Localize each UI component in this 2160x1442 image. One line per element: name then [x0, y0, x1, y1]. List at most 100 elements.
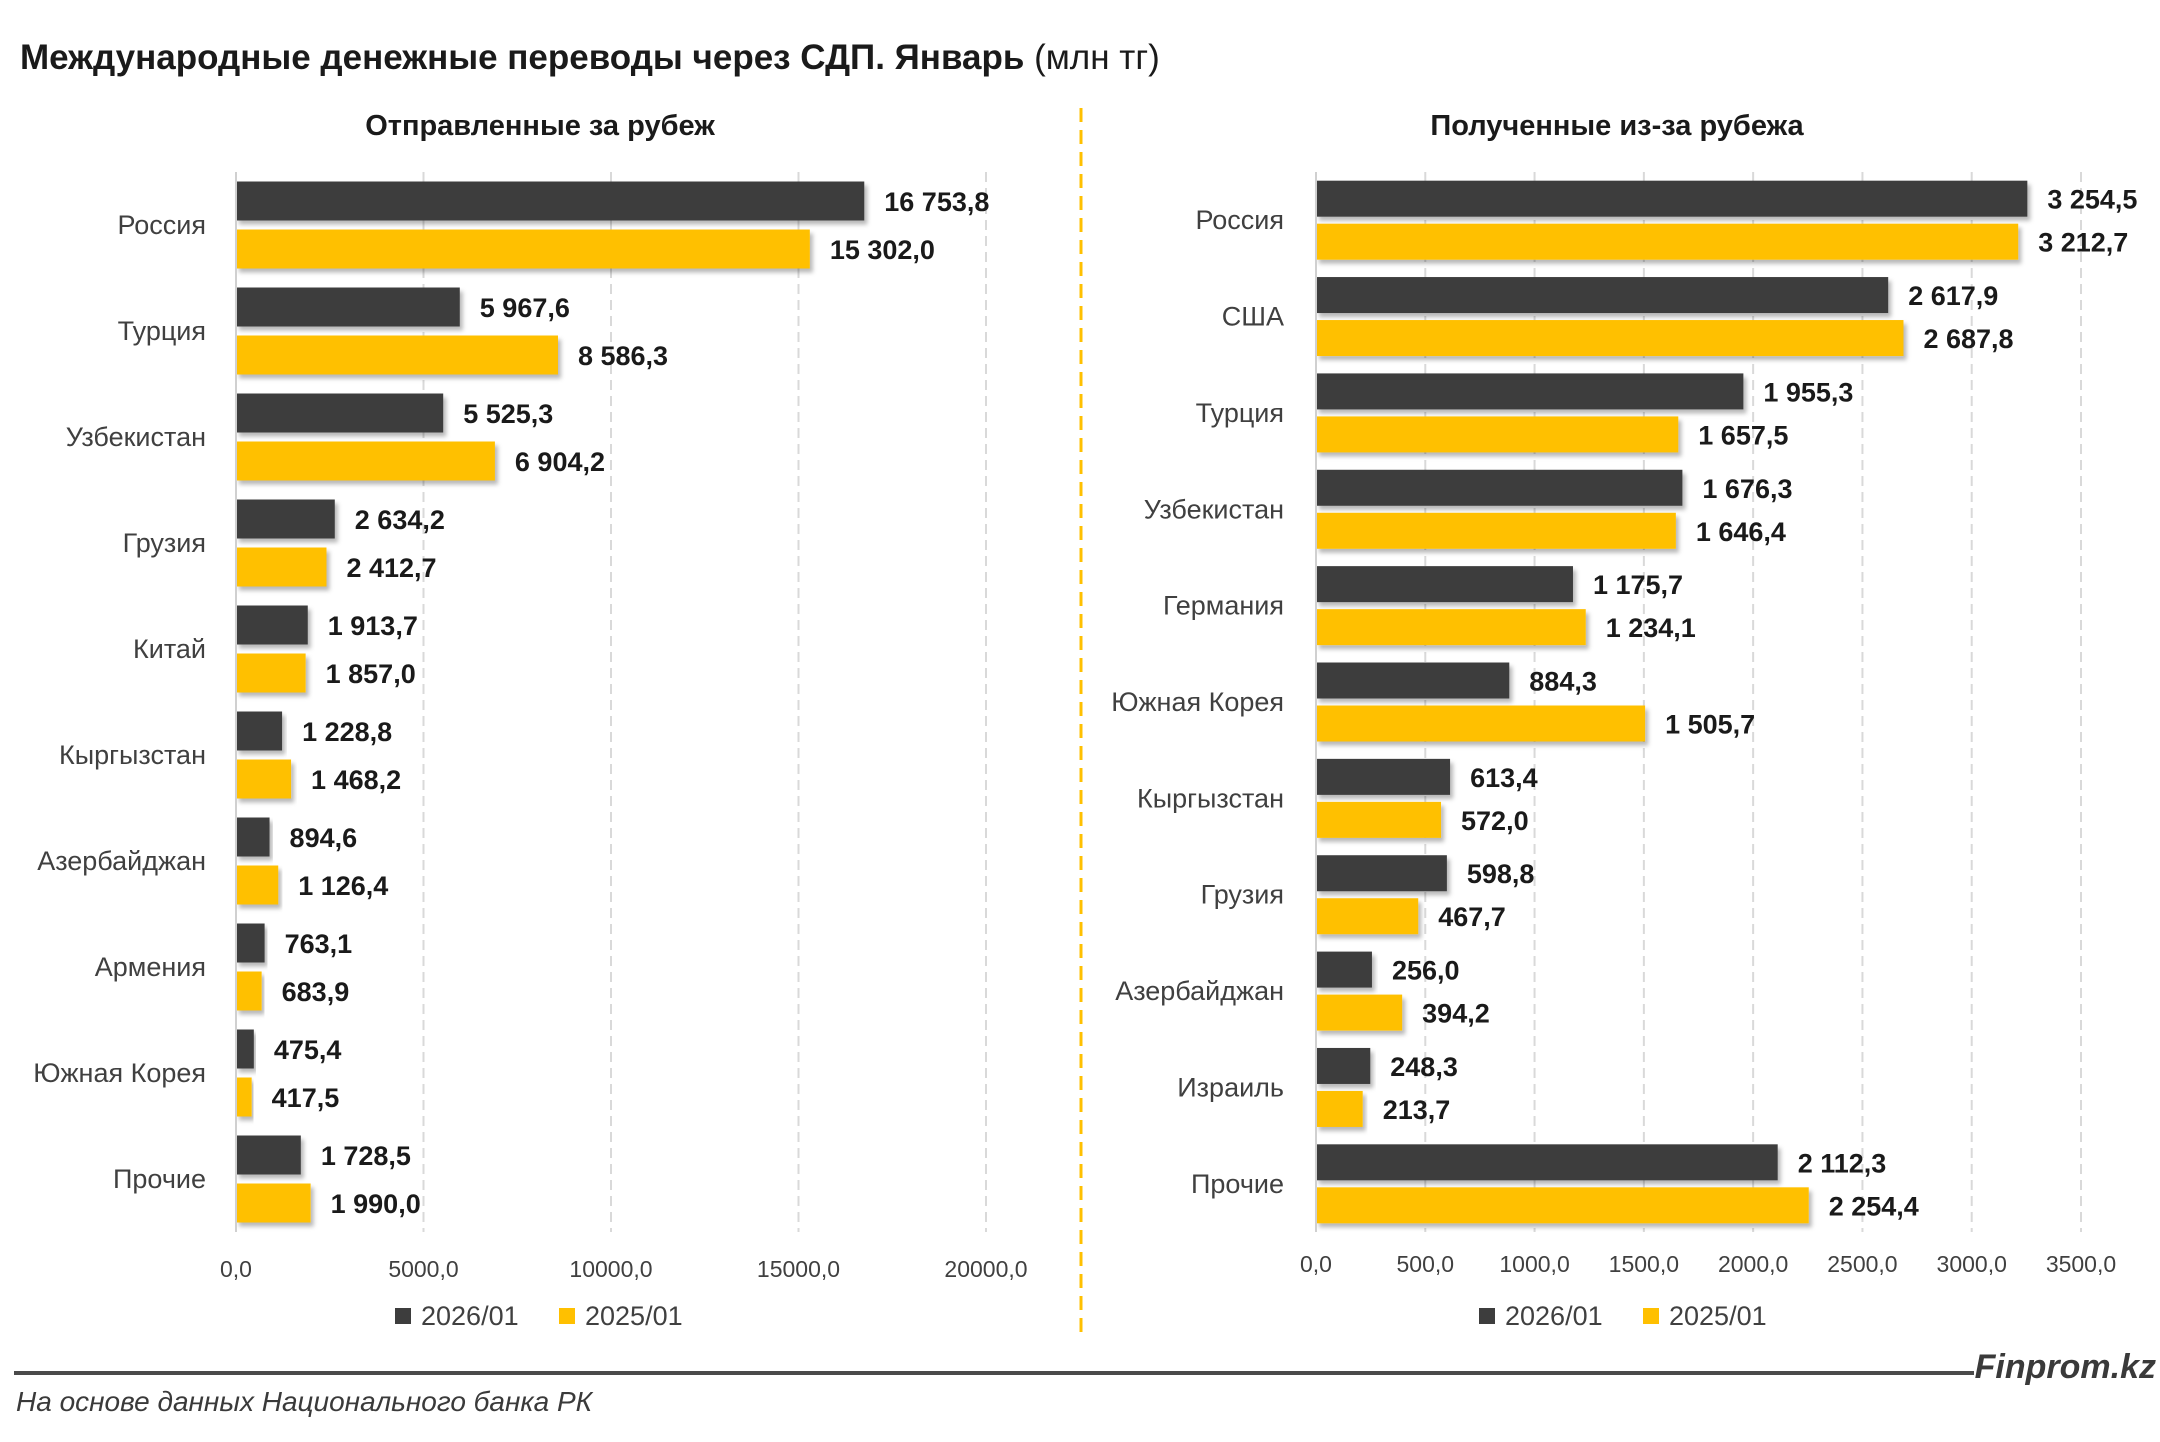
- received-data-label: 1 676,3: [1702, 474, 1792, 504]
- received-category-label: Узбекистан: [1144, 494, 1284, 524]
- received-legend-label: 2025/01: [1669, 1301, 1767, 1331]
- received-bar-2025: [1316, 1090, 1363, 1127]
- sent-data-label: 683,9: [282, 977, 350, 1007]
- received-data-label: 248,3: [1390, 1052, 1458, 1082]
- received-bar-2026: [1316, 469, 1683, 506]
- received-data-label: 256,0: [1392, 956, 1460, 986]
- received-data-label: 1 505,7: [1665, 710, 1755, 740]
- received-bar-2026: [1316, 566, 1573, 603]
- received-x-tick-label: 2500,0: [1827, 1251, 1897, 1277]
- received-bar-2026: [1316, 373, 1744, 410]
- received-bar-2025: [1316, 994, 1403, 1031]
- received-bar-2026: [1316, 758, 1451, 795]
- sent-x-tick-label: 5000,0: [388, 1256, 458, 1282]
- sent-bar-2025: [236, 1183, 311, 1223]
- sent-data-label: 6 904,2: [515, 447, 605, 477]
- received-data-label: 3 254,5: [2047, 185, 2137, 215]
- sent-bar-2025: [236, 759, 292, 799]
- received-bar-2026: [1316, 1144, 1778, 1181]
- received-x-tick-label: 1500,0: [1609, 1251, 1679, 1277]
- sent-category-label: Россия: [117, 210, 206, 240]
- sent-bar-2025: [236, 335, 558, 375]
- received-bar-2025: [1316, 512, 1676, 549]
- sent-data-label: 2 412,7: [346, 553, 436, 583]
- received-bar-2026: [1316, 180, 2028, 217]
- sent-data-label: 1 468,2: [311, 765, 401, 795]
- received-category-label: США: [1222, 302, 1284, 332]
- sent-bar-2026: [236, 1135, 301, 1175]
- sent-data-label: 1 913,7: [328, 611, 418, 641]
- sent-bar-2026: [236, 393, 444, 433]
- received-data-label: 394,2: [1422, 999, 1490, 1029]
- sent-legend-swatch: [395, 1308, 411, 1324]
- received-x-tick-label: 3500,0: [2046, 1251, 2116, 1277]
- received-x-tick-label: 1000,0: [1499, 1251, 1569, 1277]
- received-data-label: 1 657,5: [1698, 420, 1788, 450]
- received-data-label: 467,7: [1438, 902, 1506, 932]
- sent-data-label: 2 634,2: [355, 505, 445, 535]
- sent-bar-2025: [236, 229, 810, 269]
- received-data-label: 2 112,3: [1798, 1148, 1887, 1178]
- received-data-label: 884,3: [1529, 667, 1597, 697]
- received-bar-2025: [1316, 609, 1586, 646]
- received-bar-2025: [1316, 705, 1646, 742]
- received-category-label: Германия: [1163, 591, 1284, 621]
- received-data-label: 1 175,7: [1593, 570, 1683, 600]
- sent-panel-title: Отправленные за рубеж: [365, 110, 715, 142]
- brand-logo-text: Finprom.kz: [1974, 1348, 2156, 1386]
- received-category-label: Южная Корея: [1111, 687, 1284, 717]
- received-x-tick-label: 3000,0: [1937, 1251, 2007, 1277]
- received-data-label: 598,8: [1467, 859, 1535, 889]
- sent-bar-2025: [236, 547, 327, 587]
- received-data-label: 1 234,1: [1606, 613, 1696, 643]
- sent-legend-label: 2025/01: [585, 1301, 683, 1331]
- sent-bar-2026: [236, 181, 865, 221]
- sent-data-label: 5 967,6: [480, 293, 570, 323]
- sent-category-label: Южная Корея: [33, 1058, 206, 1088]
- sent-bar-2026: [236, 499, 335, 539]
- received-category-label: Азербайджан: [1115, 976, 1284, 1006]
- sent-data-label: 1 126,4: [298, 871, 388, 901]
- title-unit: (млн тг): [1034, 38, 1160, 77]
- sent-data-label: 5 525,3: [463, 399, 553, 429]
- received-bar-2025: [1316, 416, 1679, 453]
- sent-bar-2025: [236, 653, 306, 693]
- received-category-label: Россия: [1195, 205, 1284, 235]
- title-main: Международные денежные переводы через СД…: [20, 38, 1025, 77]
- sent-x-tick-label: 20000,0: [944, 1256, 1027, 1282]
- sent-bar-2026: [236, 817, 270, 857]
- received-data-label: 213,7: [1383, 1095, 1451, 1125]
- received-bar-2026: [1316, 855, 1447, 892]
- sent-data-label: 1 857,0: [326, 659, 416, 689]
- sent-data-label: 15 302,0: [830, 235, 935, 265]
- sent-category-label: Турция: [118, 316, 206, 346]
- sent-category-label: Кыргызстан: [59, 740, 206, 770]
- received-data-label: 2 617,9: [1908, 281, 1998, 311]
- sent-bar-2025: [236, 971, 262, 1011]
- sent-category-label: Грузия: [123, 528, 206, 558]
- received-category-label: Кыргызстан: [1137, 783, 1284, 813]
- sent-data-label: 475,4: [274, 1035, 342, 1065]
- received-bar-2026: [1316, 277, 1889, 314]
- received-data-label: 2 687,8: [1923, 324, 2013, 354]
- received-bar-2026: [1316, 951, 1372, 988]
- sent-data-label: 417,5: [272, 1083, 340, 1113]
- sent-category-label: Азербайджан: [37, 846, 206, 876]
- sent-data-label: 763,1: [285, 929, 353, 959]
- received-bar-2025: [1316, 1187, 1809, 1224]
- received-category-label: Израиль: [1177, 1072, 1284, 1102]
- sent-bar-2026: [236, 287, 460, 327]
- received-legend-label: 2026/01: [1505, 1301, 1603, 1331]
- received-bar-2026: [1316, 1047, 1371, 1084]
- sent-category-label: Китай: [133, 634, 206, 664]
- received-data-label: 1 955,3: [1763, 377, 1853, 407]
- sent-data-label: 1 728,5: [321, 1141, 411, 1171]
- sent-legend-label: 2026/01: [421, 1301, 519, 1331]
- received-category-label: Турция: [1196, 398, 1284, 428]
- sent-category-label: Армения: [95, 952, 206, 982]
- received-category-label: Грузия: [1201, 880, 1284, 910]
- sent-data-label: 16 753,8: [884, 187, 989, 217]
- received-bar-2025: [1316, 223, 2019, 260]
- sent-bar-2025: [236, 441, 495, 481]
